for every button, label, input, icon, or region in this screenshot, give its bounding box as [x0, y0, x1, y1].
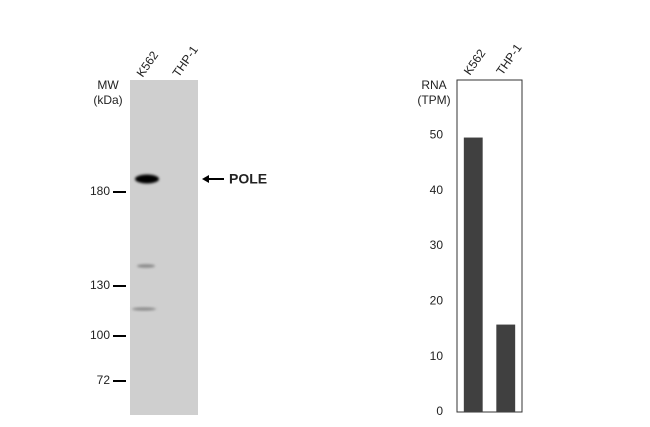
lane-label: THP-1	[170, 43, 202, 80]
blot-band	[137, 264, 155, 268]
target-label: POLE	[229, 171, 267, 187]
mw-label: MW	[97, 78, 119, 92]
blot-band	[135, 174, 159, 184]
blot-band	[132, 307, 156, 311]
y-tick-label: 20	[430, 294, 444, 308]
lane-label: K562	[134, 48, 162, 79]
y-tick-label: 0	[436, 404, 443, 418]
marker-label: 100	[90, 328, 110, 342]
bar	[463, 137, 483, 412]
y-axis-label: RNA	[421, 78, 446, 92]
plot-frame	[456, 79, 523, 413]
y-tick-label: 30	[430, 238, 444, 252]
target-arrowhead	[202, 175, 209, 183]
y-tick-label: 40	[430, 183, 444, 197]
y-axis-label: (TPM)	[417, 93, 450, 107]
marker-label: 130	[90, 278, 110, 292]
y-tick-label: 50	[430, 128, 444, 142]
bar	[496, 324, 516, 412]
blot-lane	[130, 80, 198, 415]
x-tick-label: THP-1	[493, 41, 525, 78]
marker-label: 72	[97, 373, 111, 387]
y-tick-label: 10	[430, 349, 444, 363]
x-tick-label: K562	[461, 46, 489, 77]
mw-unit: (kDa)	[93, 93, 122, 107]
marker-label: 180	[90, 184, 110, 198]
